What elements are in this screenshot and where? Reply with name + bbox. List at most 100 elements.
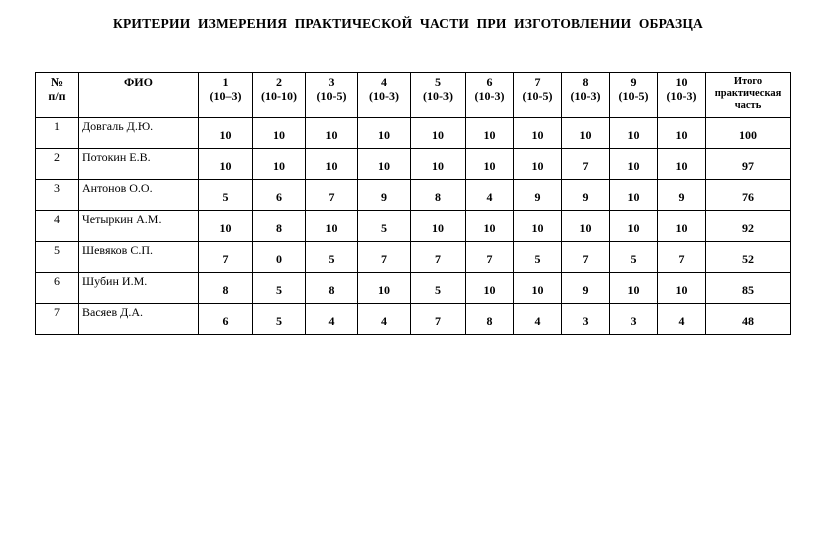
- score-cell: 7: [561, 241, 610, 273]
- table-row: 1 Довгаль Д.Ю. 10 10 10 10 10 10 10 10 1…: [35, 117, 791, 149]
- score-cell: 3: [609, 303, 658, 335]
- student-name: Четыркин А.М.: [78, 210, 199, 242]
- row-number: 6: [35, 272, 79, 304]
- score-cell: 10: [561, 210, 610, 242]
- header-cell-total: Итого практическая часть: [705, 72, 791, 118]
- score-cell: 10: [465, 148, 514, 180]
- score-cell: 7: [561, 148, 610, 180]
- header-cell-c3: 3 (10-5): [305, 72, 358, 118]
- score-cell: 10: [609, 179, 658, 211]
- score-cell: 10: [657, 148, 706, 180]
- table-row: 2 Потокин Е.В. 10 10 10 10 10 10 10 7 10…: [35, 148, 791, 180]
- score-cell: 5: [609, 241, 658, 273]
- score-cell: 10: [465, 117, 514, 149]
- student-name: Шевяков С.П.: [78, 241, 199, 273]
- student-name: Антонов О.О.: [78, 179, 199, 211]
- score-cell: 10: [252, 148, 306, 180]
- score-cell: 6: [252, 179, 306, 211]
- score-cell: 6: [198, 303, 253, 335]
- page-title: КРИТЕРИИ ИЗМЕРЕНИЯ ПРАКТИЧЕСКОЙ ЧАСТИ ПР…: [113, 16, 703, 31]
- score-cell: 10: [657, 117, 706, 149]
- header-cell-fio: ФИО: [78, 72, 199, 118]
- score-cell: 5: [513, 241, 562, 273]
- score-cell: 10: [609, 272, 658, 304]
- header-cell-c4: 4 (10-3): [357, 72, 411, 118]
- score-cell: 5: [410, 272, 466, 304]
- header-cell-c8: 8 (10-3): [561, 72, 610, 118]
- row-number: 2: [35, 148, 79, 180]
- score-cell: 8: [305, 272, 358, 304]
- total-cell: 97: [705, 148, 791, 180]
- student-name: Довгаль Д.Ю.: [78, 117, 199, 149]
- score-cell: 5: [252, 303, 306, 335]
- header-cell-c10: 10 (10-3): [657, 72, 706, 118]
- header-cell-num: № п/п: [35, 72, 79, 118]
- score-cell: 8: [198, 272, 253, 304]
- header-cell-c1: 1 (10–3): [198, 72, 253, 118]
- score-cell: 10: [357, 117, 411, 149]
- score-cell: 10: [305, 148, 358, 180]
- header-cell-c6: 6 (10-3): [465, 72, 514, 118]
- row-number: 4: [35, 210, 79, 242]
- score-cell: 5: [198, 179, 253, 211]
- header-cell-c2: 2 (10-10): [252, 72, 306, 118]
- total-cell: 85: [705, 272, 791, 304]
- student-name: Шубин И.М.: [78, 272, 199, 304]
- score-cell: 9: [357, 179, 411, 211]
- score-cell: 10: [609, 210, 658, 242]
- score-cell: 10: [198, 117, 253, 149]
- row-number: 1: [35, 117, 79, 149]
- score-cell: 10: [561, 117, 610, 149]
- score-cell: 10: [252, 117, 306, 149]
- table-row: 4 Четыркин А.М. 10 8 10 5 10 10 10 10 10…: [35, 210, 791, 242]
- score-cell: 4: [657, 303, 706, 335]
- table-header-row: № п/п ФИО 1 (10–3) 2 (10-10) 3 (10-5) 4 …: [35, 72, 791, 118]
- header-cell-c5: 5 (10-3): [410, 72, 466, 118]
- score-cell: 10: [657, 272, 706, 304]
- table-row: 6 Шубин И.М. 8 5 8 10 5 10 10 9 10 10 85: [35, 272, 791, 304]
- score-cell: 0: [252, 241, 306, 273]
- score-cell: 9: [657, 179, 706, 211]
- score-cell: 4: [465, 179, 514, 211]
- score-cell: 8: [410, 179, 466, 211]
- score-cell: 10: [657, 210, 706, 242]
- score-cell: 4: [357, 303, 411, 335]
- score-cell: 9: [561, 179, 610, 211]
- score-cell: 10: [465, 272, 514, 304]
- score-cell: 10: [609, 148, 658, 180]
- score-cell: 10: [609, 117, 658, 149]
- score-cell: 8: [252, 210, 306, 242]
- score-cell: 5: [252, 272, 306, 304]
- score-cell: 9: [513, 179, 562, 211]
- score-cell: 7: [357, 241, 411, 273]
- total-cell: 100: [705, 117, 791, 149]
- row-number: 5: [35, 241, 79, 273]
- score-cell: 5: [357, 210, 411, 242]
- score-cell: 4: [305, 303, 358, 335]
- score-cell: 10: [357, 148, 411, 180]
- total-cell: 92: [705, 210, 791, 242]
- score-cell: 10: [305, 210, 358, 242]
- score-cell: 9: [561, 272, 610, 304]
- total-cell: 52: [705, 241, 791, 273]
- header-cell-c9: 9 (10-5): [609, 72, 658, 118]
- score-cell: 10: [410, 210, 466, 242]
- score-cell: 10: [198, 148, 253, 180]
- score-cell: 3: [561, 303, 610, 335]
- score-cell: 7: [657, 241, 706, 273]
- table-row: 3 Антонов О.О. 5 6 7 9 8 4 9 9 10 9 76: [35, 179, 791, 211]
- row-number: 7: [35, 303, 79, 335]
- score-cell: 10: [513, 117, 562, 149]
- score-cell: 4: [513, 303, 562, 335]
- score-cell: 7: [305, 179, 358, 211]
- score-cell: 10: [198, 210, 253, 242]
- student-name: Васяев Д.А.: [78, 303, 199, 335]
- header-cell-c7: 7 (10-5): [513, 72, 562, 118]
- table-row: 5 Шевяков С.П. 7 0 5 7 7 7 5 7 5 7 52: [35, 241, 791, 273]
- total-cell: 48: [705, 303, 791, 335]
- score-cell: 10: [465, 210, 514, 242]
- row-number: 3: [35, 179, 79, 211]
- score-cell: 7: [198, 241, 253, 273]
- criteria-score-table: № п/п ФИО 1 (10–3) 2 (10-10) 3 (10-5) 4 …: [35, 72, 791, 335]
- score-cell: 5: [305, 241, 358, 273]
